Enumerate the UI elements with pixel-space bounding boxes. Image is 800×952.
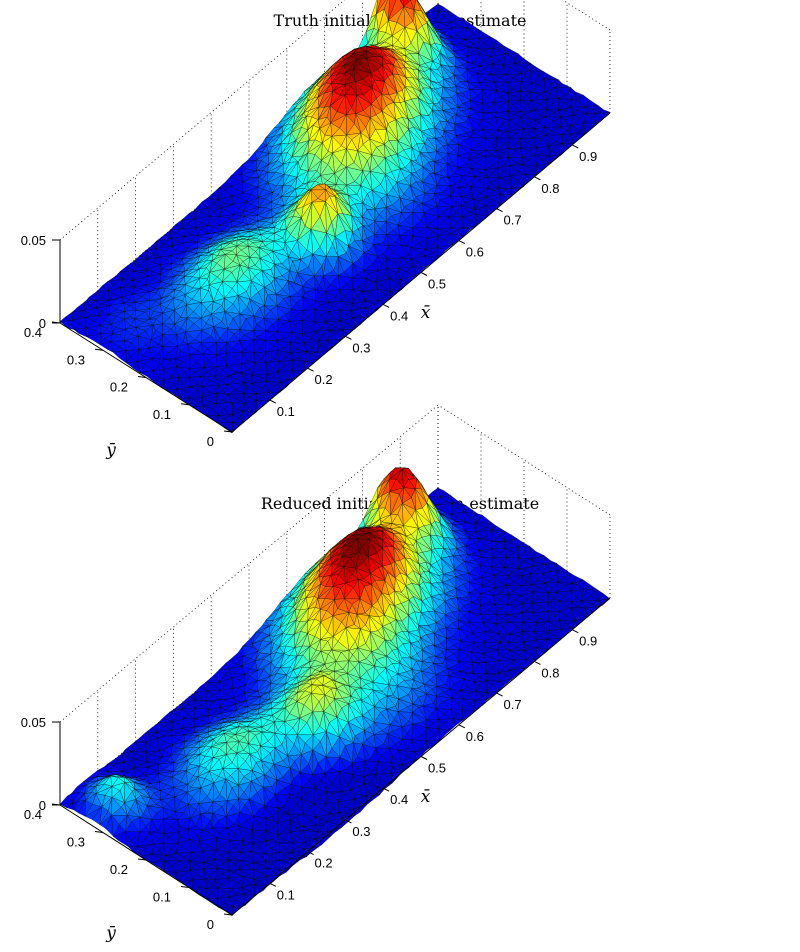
- x-tick-label: 0.2: [315, 372, 333, 387]
- y-axis-label: ȳ: [105, 924, 116, 944]
- surface-plot-2: Reduced initial condition estimate0.10.2…: [21, 404, 611, 944]
- surface-plot-1: Truth initial condition estimate0.10.20.…: [21, 0, 611, 461]
- x-tick-label: 0.3: [352, 340, 370, 355]
- x-tick-label: 0.9: [579, 149, 597, 164]
- axes: 0.1 0.2 0.3 0.4 0.5 0.6 0.7 0.8 0.9 0 0.1 0.2 0.3 0.4…: [21, 597, 611, 944]
- x-tick-label: 0.2: [315, 856, 333, 871]
- x-tick-label: 0.9: [579, 634, 597, 649]
- x-axis-label: x̄: [421, 303, 431, 323]
- y-tick-label: 0: [207, 434, 214, 449]
- x-tick-label: 0.4: [390, 792, 408, 807]
- x-tick-label: 0.7: [504, 213, 522, 228]
- x-tick-label: 0.8: [541, 181, 559, 196]
- y-tick-label: 0.2: [110, 862, 128, 877]
- y-tick-label: 0.4: [24, 325, 42, 340]
- surface-mesh: [59, 0, 611, 434]
- z-tick-label: 0.05: [21, 715, 46, 730]
- x-tick-label: 0.6: [466, 245, 484, 260]
- x-tick-label: 0.7: [504, 697, 522, 712]
- x-tick-label: 0.4: [390, 308, 408, 323]
- axes: 0.1 0.2 0.3 0.4 0.5 0.6 0.7 0.8 0.9 0 0.1 0.2 0.3 0.4…: [21, 112, 611, 461]
- z-tick-label: 0: [39, 316, 46, 331]
- y-tick-label: 0.3: [67, 352, 85, 367]
- x-tick-label: 0.5: [428, 761, 446, 776]
- surface-mesh: [59, 467, 611, 917]
- y-tick-label: 0.2: [110, 380, 128, 395]
- x-tick-label: 0.1: [277, 404, 295, 419]
- y-tick-label: 0.3: [67, 835, 85, 850]
- x-tick-label: 0.5: [428, 277, 446, 292]
- x-axis-label: x̄: [421, 787, 431, 807]
- y-axis-label: ȳ: [105, 441, 116, 461]
- y-tick-label: 0.1: [153, 890, 171, 905]
- z-tick-label: 0: [39, 798, 46, 813]
- z-tick-label: 0.05: [21, 233, 46, 248]
- x-tick-label: 0.3: [352, 824, 370, 839]
- y-tick-label: 0.1: [153, 407, 171, 422]
- x-tick-label: 0.1: [277, 887, 295, 902]
- y-tick-label: 0: [207, 917, 214, 932]
- y-tick-label: 0.4: [24, 807, 42, 822]
- x-tick-label: 0.6: [466, 729, 484, 744]
- x-tick-label: 0.8: [541, 665, 559, 680]
